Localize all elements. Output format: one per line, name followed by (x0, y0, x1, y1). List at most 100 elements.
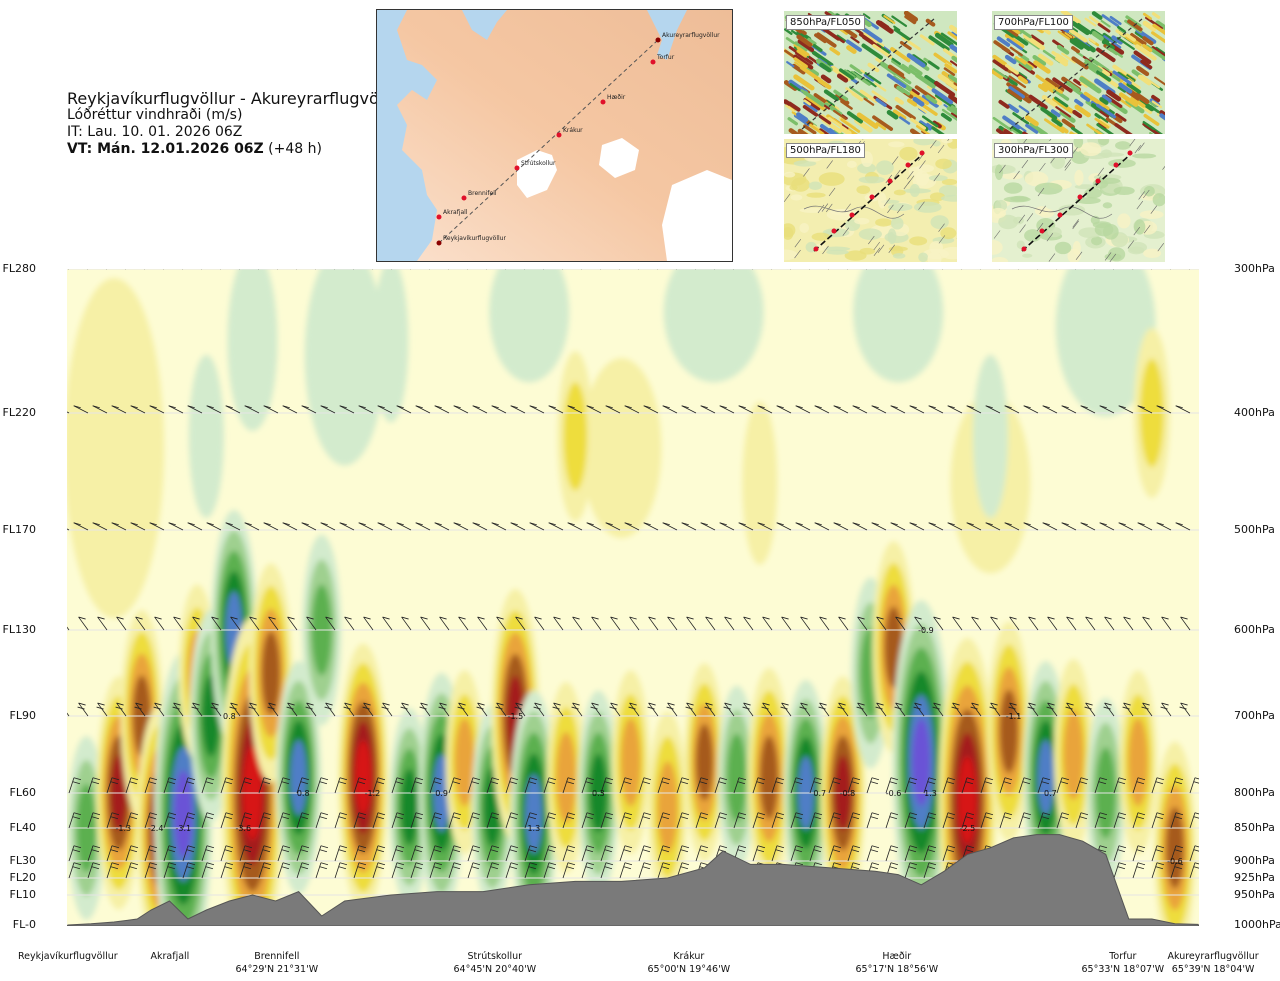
barb-feather (851, 816, 860, 820)
barb-staff (1189, 812, 1196, 829)
barb-feather (1117, 781, 1126, 785)
barb-staff (477, 616, 488, 631)
barb-staff (667, 702, 678, 717)
barb-feather (928, 845, 937, 849)
wind-barb (1042, 522, 1058, 531)
barb-staff (1180, 616, 1191, 631)
wind-barb (410, 777, 424, 794)
barb-staff (743, 702, 754, 717)
barb-feather (1137, 405, 1145, 409)
inset-stroke (1097, 22, 1111, 33)
barb-feather (282, 862, 291, 866)
barb-feather (206, 405, 214, 409)
barb-staff (838, 616, 849, 631)
fl-label: FL10 (9, 888, 36, 901)
barb-feather (629, 702, 637, 706)
inset-stroke (1069, 38, 1084, 50)
inset-stroke (840, 100, 853, 110)
wind-barb (909, 405, 925, 414)
barb-feather (1141, 706, 1149, 710)
wind-barb (125, 812, 139, 829)
wind-barb (856, 702, 868, 717)
barb-feather (301, 862, 310, 866)
barb-staff (648, 702, 659, 717)
barb-feather (1142, 702, 1150, 706)
barb-feather (908, 781, 917, 785)
barb-staff (1080, 405, 1096, 414)
barb-staff (130, 522, 146, 531)
inset-stroke (1154, 76, 1165, 86)
wind-barb (220, 777, 234, 794)
barb-feather (111, 405, 119, 409)
barb-feather (187, 405, 195, 409)
wind-barb (947, 405, 963, 414)
wind-barb (704, 702, 716, 717)
barb-feather (610, 616, 618, 620)
barb-feather (1123, 616, 1131, 620)
barb-feather (814, 812, 823, 816)
barb-feather (667, 702, 675, 706)
barb-feather (1180, 702, 1188, 706)
inset-stroke (941, 108, 957, 122)
wind-barb (752, 777, 766, 794)
barb-feather (990, 616, 998, 620)
wind-barb (381, 702, 393, 717)
barb-staff (68, 845, 75, 862)
wind-barb (187, 522, 203, 531)
wind-barb (125, 845, 139, 862)
wind-barb (657, 862, 671, 879)
inset-patch (1024, 171, 1049, 187)
inset-patch (940, 194, 957, 202)
barb-feather (396, 845, 405, 849)
barb-staff (705, 702, 716, 717)
wind-barb (724, 616, 735, 631)
barb-feather (605, 522, 613, 526)
barb-staff (401, 616, 412, 631)
inset-stroke (1012, 84, 1030, 97)
barb-feather (471, 849, 480, 853)
barb-feather (420, 616, 428, 620)
inset-barb (930, 139, 937, 149)
inset-stroke (833, 109, 847, 120)
barb-staff (795, 522, 811, 531)
barb-staff (106, 862, 113, 879)
barb-feather (800, 616, 808, 620)
barb-feather (472, 862, 481, 866)
inset-stroke (809, 123, 825, 134)
barb-staff (1170, 845, 1177, 862)
map-station-label: Strútskollur (521, 160, 556, 167)
station-label: Torfur 65°33'N 18°07'W (1082, 950, 1165, 976)
inset-stroke (1096, 70, 1112, 82)
barb-feather (377, 862, 386, 866)
inset-stroke (796, 46, 810, 57)
wind-barb (1023, 522, 1039, 531)
barb-feather (229, 706, 237, 710)
barb-feather (913, 706, 921, 710)
barb-feather (947, 845, 956, 849)
inset-stroke (911, 88, 920, 96)
barb-feather (585, 816, 594, 820)
wind-barb (1123, 616, 1134, 631)
station-coord: 65°17'N 18°56'W (855, 964, 939, 975)
barb-feather (642, 781, 651, 785)
barb-feather (605, 777, 614, 781)
barb-feather (282, 845, 291, 849)
inset-stroke (793, 57, 808, 69)
barb-feather (813, 781, 822, 785)
inset-stroke (1014, 56, 1033, 71)
barb-staff (277, 812, 284, 829)
field-contour (972, 354, 1008, 518)
barb-staff (296, 845, 303, 862)
wind-barb (662, 522, 678, 531)
barb-staff (258, 812, 265, 829)
inset-barb (1026, 213, 1034, 222)
wind-barb (723, 702, 735, 717)
wind-barb (828, 812, 842, 829)
inset-stroke (879, 20, 890, 28)
inset-stroke (803, 101, 818, 113)
barb-staff (1099, 522, 1115, 531)
wind-barb (1080, 405, 1096, 414)
barb-staff (857, 616, 868, 631)
barb-feather (339, 862, 348, 866)
barb-staff (201, 812, 208, 829)
